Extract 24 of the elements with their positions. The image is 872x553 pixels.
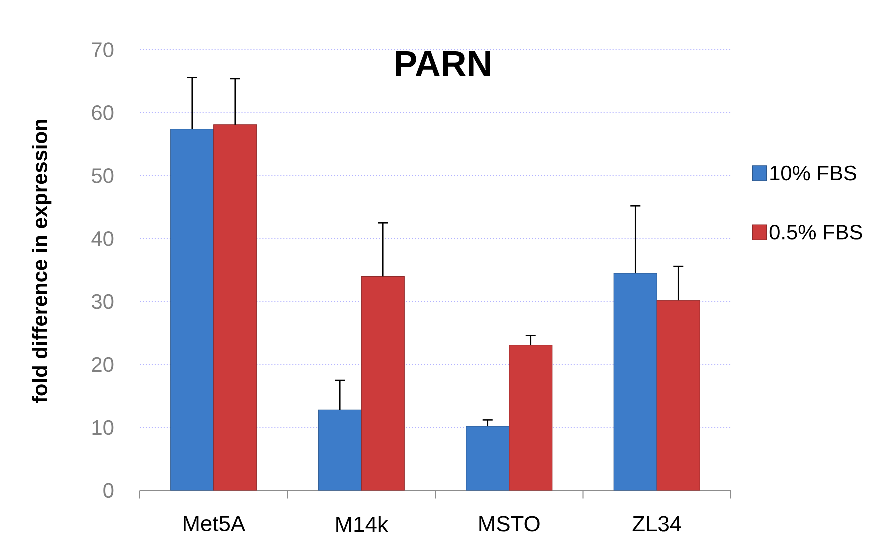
legend-label: 10% FBS [770,166,856,181]
chart-title: PARN [396,52,490,76]
bar [361,276,405,491]
bar [614,273,658,491]
y-tick-label: 40 [92,231,114,246]
y-tick-label: 20 [92,357,114,372]
y-tick-label: 50 [92,168,114,184]
x-tick-label: ZL34 [632,516,682,532]
bar [318,410,362,491]
bar [170,129,214,491]
x-tick-label: Met5A [184,516,246,532]
x-tick-label: M14k [336,516,388,532]
legend-label: 0.5% FBS [770,224,862,240]
y-tick-label: 30 [92,294,114,310]
bar [656,300,700,491]
y-tick-label: 10 [92,420,114,436]
y-tick-label: 0 [104,483,114,498]
y-tick-label: 70 [92,42,114,58]
y-axis-title: fold difference in expression [32,120,52,404]
y-tick-label: 60 [92,106,114,120]
bar [466,426,510,491]
bar [214,124,258,491]
bar [509,344,553,491]
x-tick-label: MSTO [480,516,540,532]
